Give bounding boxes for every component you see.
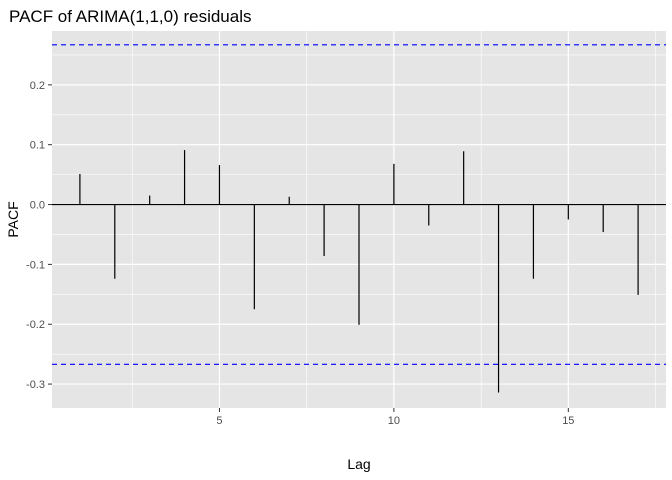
y-tick-label: -0.2 bbox=[26, 319, 45, 331]
y-tick-label: -0.1 bbox=[26, 259, 45, 271]
y-tick-label: 0.0 bbox=[30, 200, 45, 212]
pacf-bars bbox=[79, 150, 639, 393]
y-axis: -0.3 -0.2 -0.1 0.0 0.1 0.2 bbox=[26, 80, 52, 391]
y-tick-label: -0.3 bbox=[26, 379, 45, 391]
confidence-bounds bbox=[52, 44, 666, 365]
y-tick-label: 0.1 bbox=[30, 140, 45, 152]
x-axis-title: Lag bbox=[347, 456, 370, 472]
x-tick-label: 15 bbox=[562, 415, 574, 427]
chart-title: PACF of ARIMA(1,1,0) residuals bbox=[9, 7, 252, 26]
x-tick-label: 10 bbox=[388, 415, 400, 427]
x-tick-label: 5 bbox=[216, 415, 222, 427]
x-axis: 5 10 15 bbox=[216, 408, 574, 427]
y-axis-title: PACF bbox=[5, 201, 21, 237]
y-tick-label: 0.2 bbox=[30, 80, 45, 92]
